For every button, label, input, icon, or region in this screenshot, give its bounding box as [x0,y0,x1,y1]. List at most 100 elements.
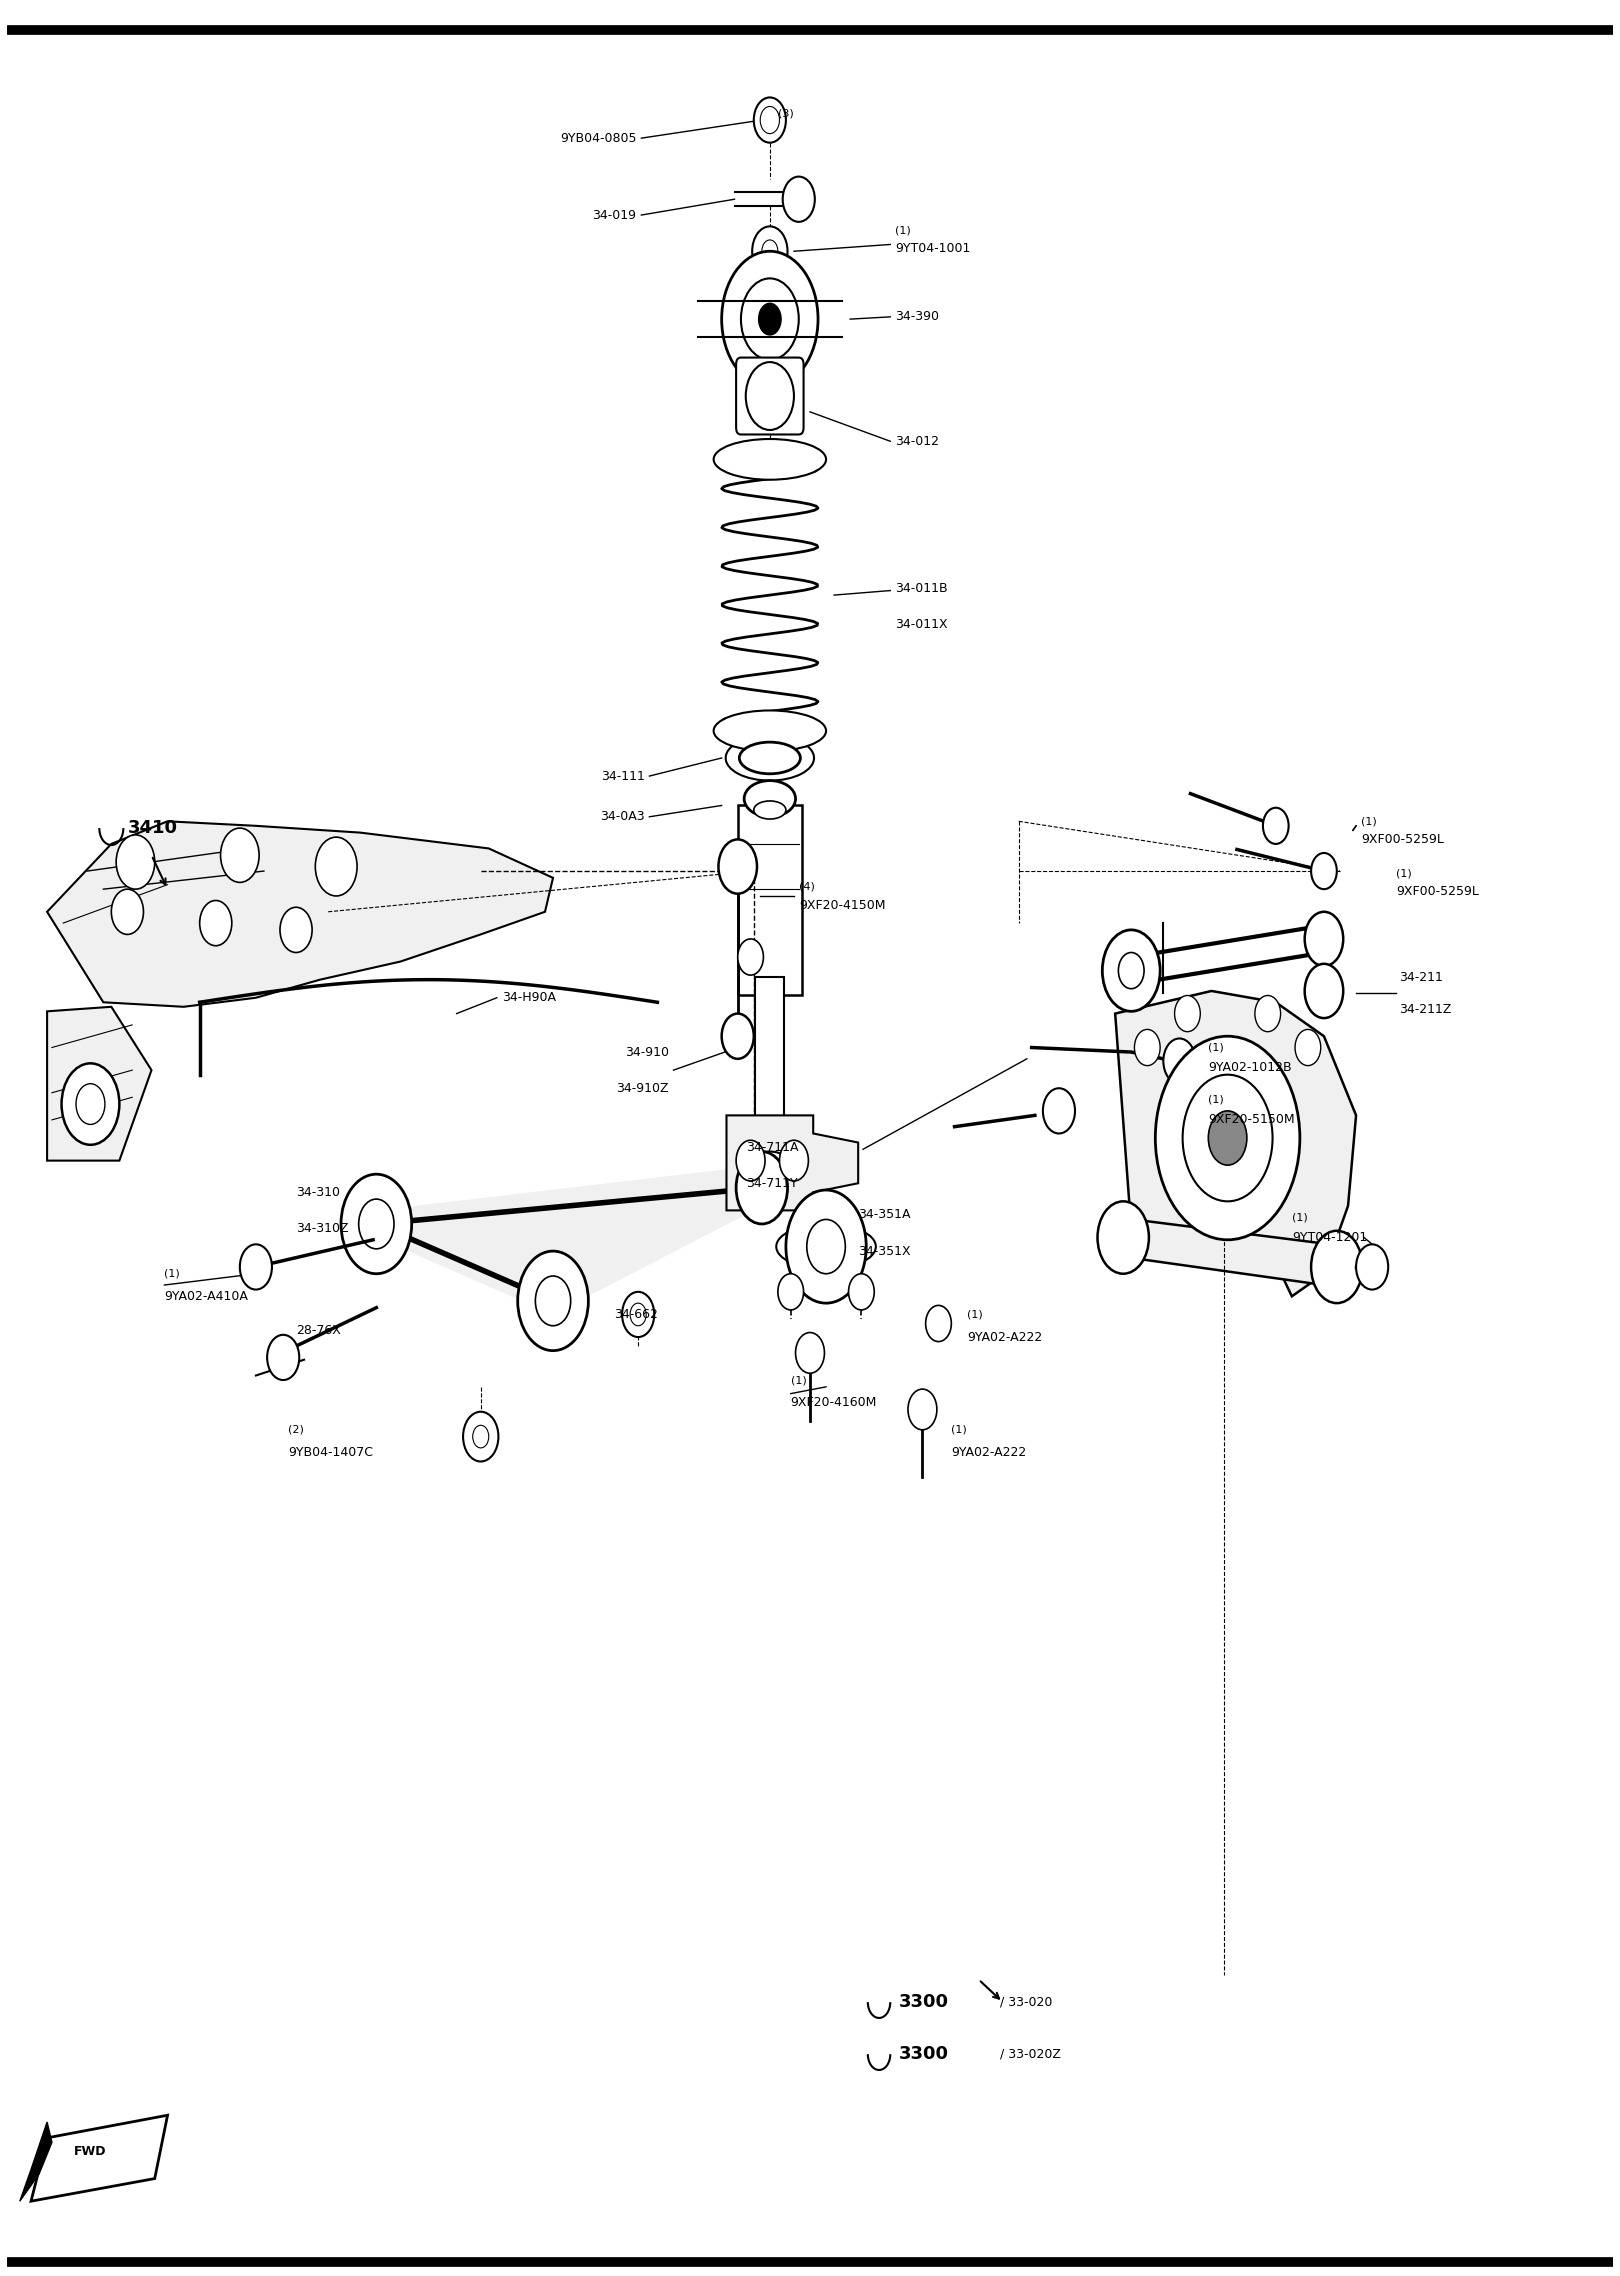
FancyBboxPatch shape [737,806,802,995]
Circle shape [721,1013,753,1058]
Circle shape [1356,1245,1388,1290]
Circle shape [1311,1231,1362,1304]
Polygon shape [31,2114,167,2201]
Text: 9XF00-5259L: 9XF00-5259L [1361,833,1443,847]
Text: (1): (1) [967,1309,983,1320]
Circle shape [1294,1029,1320,1065]
Circle shape [1264,808,1288,844]
Circle shape [735,1152,787,1224]
Text: 9YA02-A410A: 9YA02-A410A [164,1290,248,1302]
Circle shape [1043,1088,1076,1133]
Circle shape [1304,963,1343,1017]
Circle shape [925,1306,951,1341]
Text: 34-H90A: 34-H90A [502,992,556,1004]
Text: (1): (1) [1291,1213,1307,1222]
Circle shape [779,1140,808,1181]
Circle shape [1256,995,1280,1031]
Text: 9YA02-A222: 9YA02-A222 [951,1445,1027,1459]
Circle shape [1311,854,1336,890]
Text: 34-662: 34-662 [614,1309,658,1320]
Circle shape [358,1199,394,1250]
Text: 9XF20-4160M: 9XF20-4160M [791,1395,876,1409]
Text: (1): (1) [164,1268,180,1279]
Circle shape [735,1140,765,1181]
Text: 34-019: 34-019 [593,209,637,221]
Circle shape [718,840,757,894]
Circle shape [76,1083,105,1124]
Circle shape [721,250,818,387]
Circle shape [795,1331,825,1372]
Text: (4): (4) [799,881,815,892]
Text: 9XF20-4150M: 9XF20-4150M [799,899,885,910]
Ellipse shape [776,1224,876,1270]
Text: 9YA02-A222: 9YA02-A222 [967,1331,1043,1343]
Circle shape [1209,1111,1247,1165]
Text: 3410: 3410 [128,819,178,838]
Text: 9YA02-1012B: 9YA02-1012B [1209,1061,1291,1074]
Text: (1): (1) [1209,1095,1225,1104]
Ellipse shape [739,742,800,774]
Circle shape [737,940,763,974]
Circle shape [1097,1202,1149,1275]
Polygon shape [726,1115,859,1211]
Text: (1): (1) [1209,1042,1225,1052]
Ellipse shape [748,1152,791,1179]
Circle shape [740,278,799,360]
Circle shape [1118,954,1144,988]
Circle shape [342,1174,411,1275]
Circle shape [1304,913,1343,965]
Text: 34-910: 34-910 [625,1045,669,1058]
Circle shape [761,239,778,262]
Polygon shape [376,1165,761,1316]
Text: 34-211Z: 34-211Z [1400,1001,1452,1015]
Text: 34-310Z: 34-310Z [296,1222,348,1236]
Circle shape [463,1411,499,1461]
Circle shape [907,1388,936,1429]
Circle shape [1155,1036,1299,1240]
Circle shape [1163,1038,1196,1083]
Circle shape [807,1220,846,1275]
Text: 34-011X: 34-011X [896,619,948,630]
Circle shape [745,362,794,430]
Circle shape [473,1425,489,1448]
Text: 9YT04-1001: 9YT04-1001 [896,244,970,255]
Circle shape [1102,931,1160,1011]
Text: 9XF00-5259L: 9XF00-5259L [1396,885,1479,899]
Polygon shape [1115,1218,1348,1286]
Ellipse shape [714,439,826,480]
Circle shape [280,908,313,954]
Text: (1): (1) [1361,817,1377,826]
Text: 34-111: 34-111 [601,769,645,783]
Circle shape [535,1277,570,1325]
FancyBboxPatch shape [755,976,784,1163]
Circle shape [1174,995,1200,1031]
Ellipse shape [714,710,826,751]
Circle shape [786,1190,867,1304]
Circle shape [622,1293,654,1336]
Circle shape [62,1063,120,1145]
Text: (3): (3) [778,109,794,118]
Text: 34-012: 34-012 [896,435,940,448]
Circle shape [518,1252,588,1350]
Text: 34-310: 34-310 [296,1186,340,1199]
Circle shape [782,178,815,221]
Text: 3300: 3300 [899,1994,948,2012]
Circle shape [112,890,144,935]
Circle shape [849,1275,875,1311]
Circle shape [220,828,259,883]
Circle shape [752,225,787,275]
Circle shape [630,1304,646,1325]
Text: (1): (1) [791,1375,807,1386]
Circle shape [1183,1074,1273,1202]
Circle shape [240,1245,272,1290]
Text: 9YT04-1201: 9YT04-1201 [1291,1231,1367,1245]
Text: 34-351X: 34-351X [859,1245,910,1259]
Text: (1): (1) [1396,869,1413,879]
Polygon shape [1115,990,1356,1297]
Text: 28-76X: 28-76X [296,1325,340,1336]
Text: 9YB04-0805: 9YB04-0805 [561,132,637,146]
Circle shape [1134,1029,1160,1065]
Text: 34-390: 34-390 [896,310,940,323]
Circle shape [267,1334,300,1379]
Text: / 33-020Z: / 33-020Z [1000,2048,1061,2060]
